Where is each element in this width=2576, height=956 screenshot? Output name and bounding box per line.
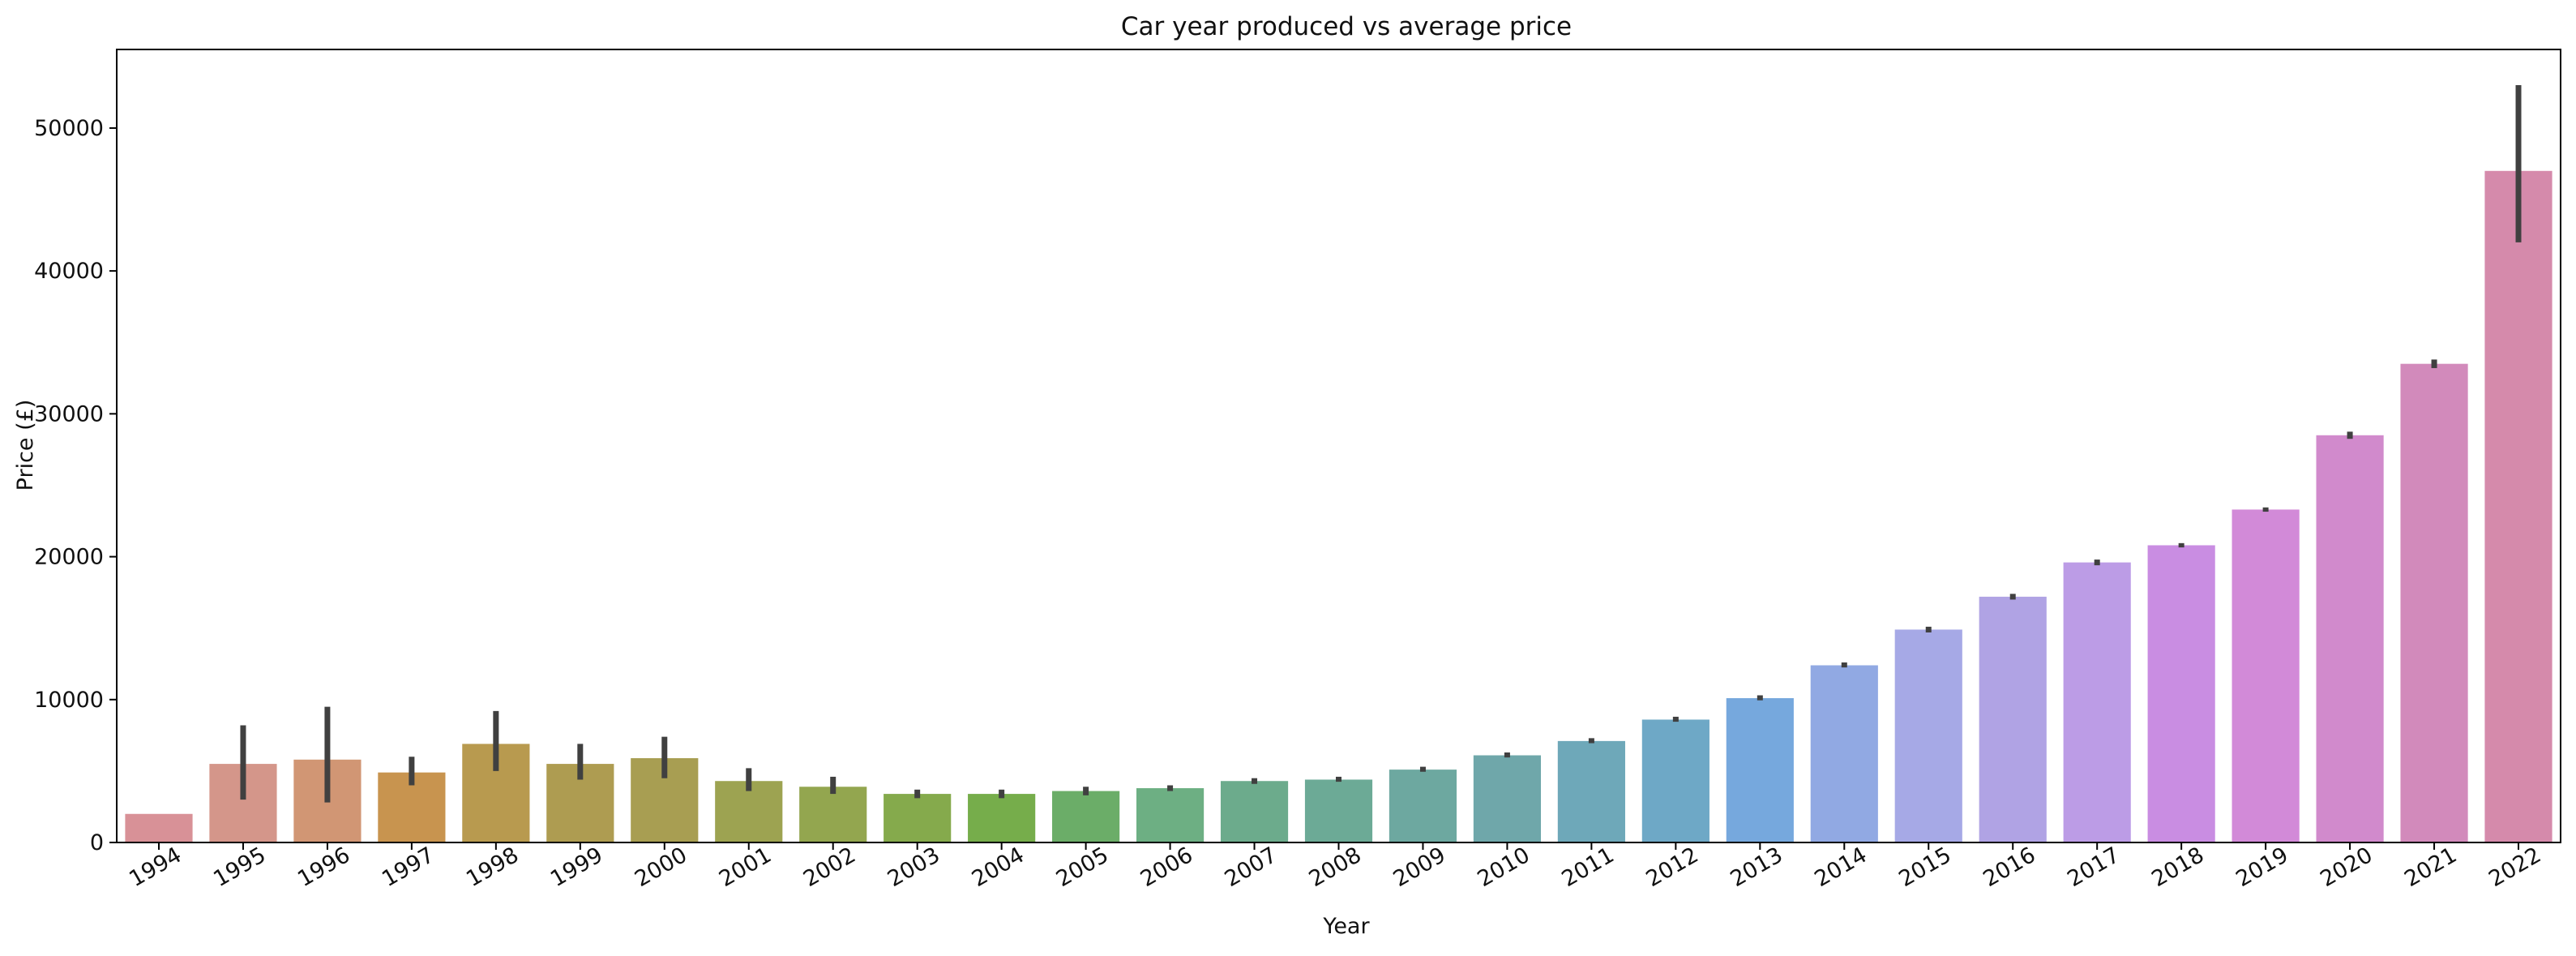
- y-tick-label-0: 0: [90, 830, 104, 855]
- bar-2020: [2316, 435, 2384, 842]
- x-tick-label-1998: 1998: [462, 842, 523, 892]
- plot-frame: [116, 49, 2561, 843]
- x-tick-label-2014: 2014: [1811, 842, 1872, 892]
- x-tick-label-2020: 2020: [2316, 842, 2377, 892]
- x-tick-label-2015: 2015: [1895, 842, 1956, 892]
- x-tick-label-2005: 2005: [1052, 842, 1113, 892]
- y-tick-label-30000: 30000: [34, 401, 104, 427]
- bar-2010: [1473, 755, 1542, 842]
- bar-2003: [884, 794, 952, 842]
- bar-2016: [1979, 596, 2047, 842]
- y-axis-label: Price (£): [13, 400, 38, 491]
- x-tick-label-2008: 2008: [1305, 842, 1366, 892]
- bar-2008: [1304, 779, 1373, 842]
- bar-2009: [1389, 770, 1457, 842]
- bar-2002: [799, 787, 867, 842]
- bar-2007: [1220, 781, 1289, 842]
- bar-2019: [2232, 509, 2300, 842]
- bars-layer: [125, 170, 2552, 843]
- x-tick-label-2016: 2016: [1979, 842, 2039, 892]
- bar-2015: [1894, 629, 1962, 842]
- bar-2005: [1052, 791, 1120, 842]
- x-tick-label-2010: 2010: [1474, 842, 1534, 892]
- x-axis-label: Year: [1322, 914, 1370, 939]
- x-tick-label-2013: 2013: [1727, 842, 1787, 892]
- bar-2021: [2400, 363, 2468, 843]
- x-tick-label-2017: 2017: [2063, 842, 2124, 892]
- x-tick-label-2002: 2002: [799, 842, 860, 892]
- y-tick-label-10000: 10000: [34, 688, 104, 713]
- y-tick-label-50000: 50000: [34, 116, 104, 141]
- bar-2006: [1136, 788, 1205, 842]
- x-tick-label-1994: 1994: [125, 842, 186, 892]
- x-axis: 1994 1995 1996 1997 1998 1999 2000 2001 2002 2003…: [125, 842, 2545, 892]
- x-tick-label-1996: 1996: [293, 842, 354, 892]
- x-tick-label-2018: 2018: [2147, 842, 2208, 892]
- y-tick-label-20000: 20000: [34, 545, 104, 570]
- x-tick-label-1999: 1999: [546, 842, 607, 892]
- x-tick-label-2001: 2001: [715, 842, 776, 892]
- x-tick-label-2000: 2000: [631, 842, 691, 892]
- x-tick-label-2021: 2021: [2400, 842, 2461, 892]
- x-tick-label-2007: 2007: [1221, 842, 1282, 892]
- y-axis: 0 10000 20000 30000 40000 50000: [34, 116, 117, 855]
- bar-2001: [715, 781, 783, 842]
- x-tick-label-2011: 2011: [1558, 842, 1619, 892]
- bar-2022: [2484, 170, 2552, 842]
- x-tick-label-2003: 2003: [884, 842, 944, 892]
- x-tick-label-1997: 1997: [378, 842, 439, 892]
- x-tick-label-2006: 2006: [1136, 842, 1197, 892]
- x-tick-label-2012: 2012: [1642, 842, 1703, 892]
- bar-2004: [968, 794, 1036, 842]
- chart-title: Car year produced vs average price: [1121, 12, 1572, 41]
- bar-2014: [1810, 665, 1878, 842]
- error-bars-layer: [240, 85, 2522, 803]
- x-tick-label-2009: 2009: [1389, 842, 1450, 892]
- bar-2018: [2147, 545, 2215, 842]
- bar-1994: [125, 813, 193, 842]
- bar-2013: [1726, 698, 1794, 842]
- y-tick-label-40000: 40000: [34, 259, 104, 284]
- bar-2017: [2063, 562, 2131, 842]
- bar-2011: [1557, 740, 1625, 842]
- bar-2012: [1641, 719, 1709, 842]
- x-tick-label-1995: 1995: [209, 842, 270, 892]
- x-tick-label-2019: 2019: [2232, 842, 2292, 892]
- x-tick-label-2022: 2022: [2484, 842, 2545, 892]
- x-tick-label-2004: 2004: [968, 842, 1029, 892]
